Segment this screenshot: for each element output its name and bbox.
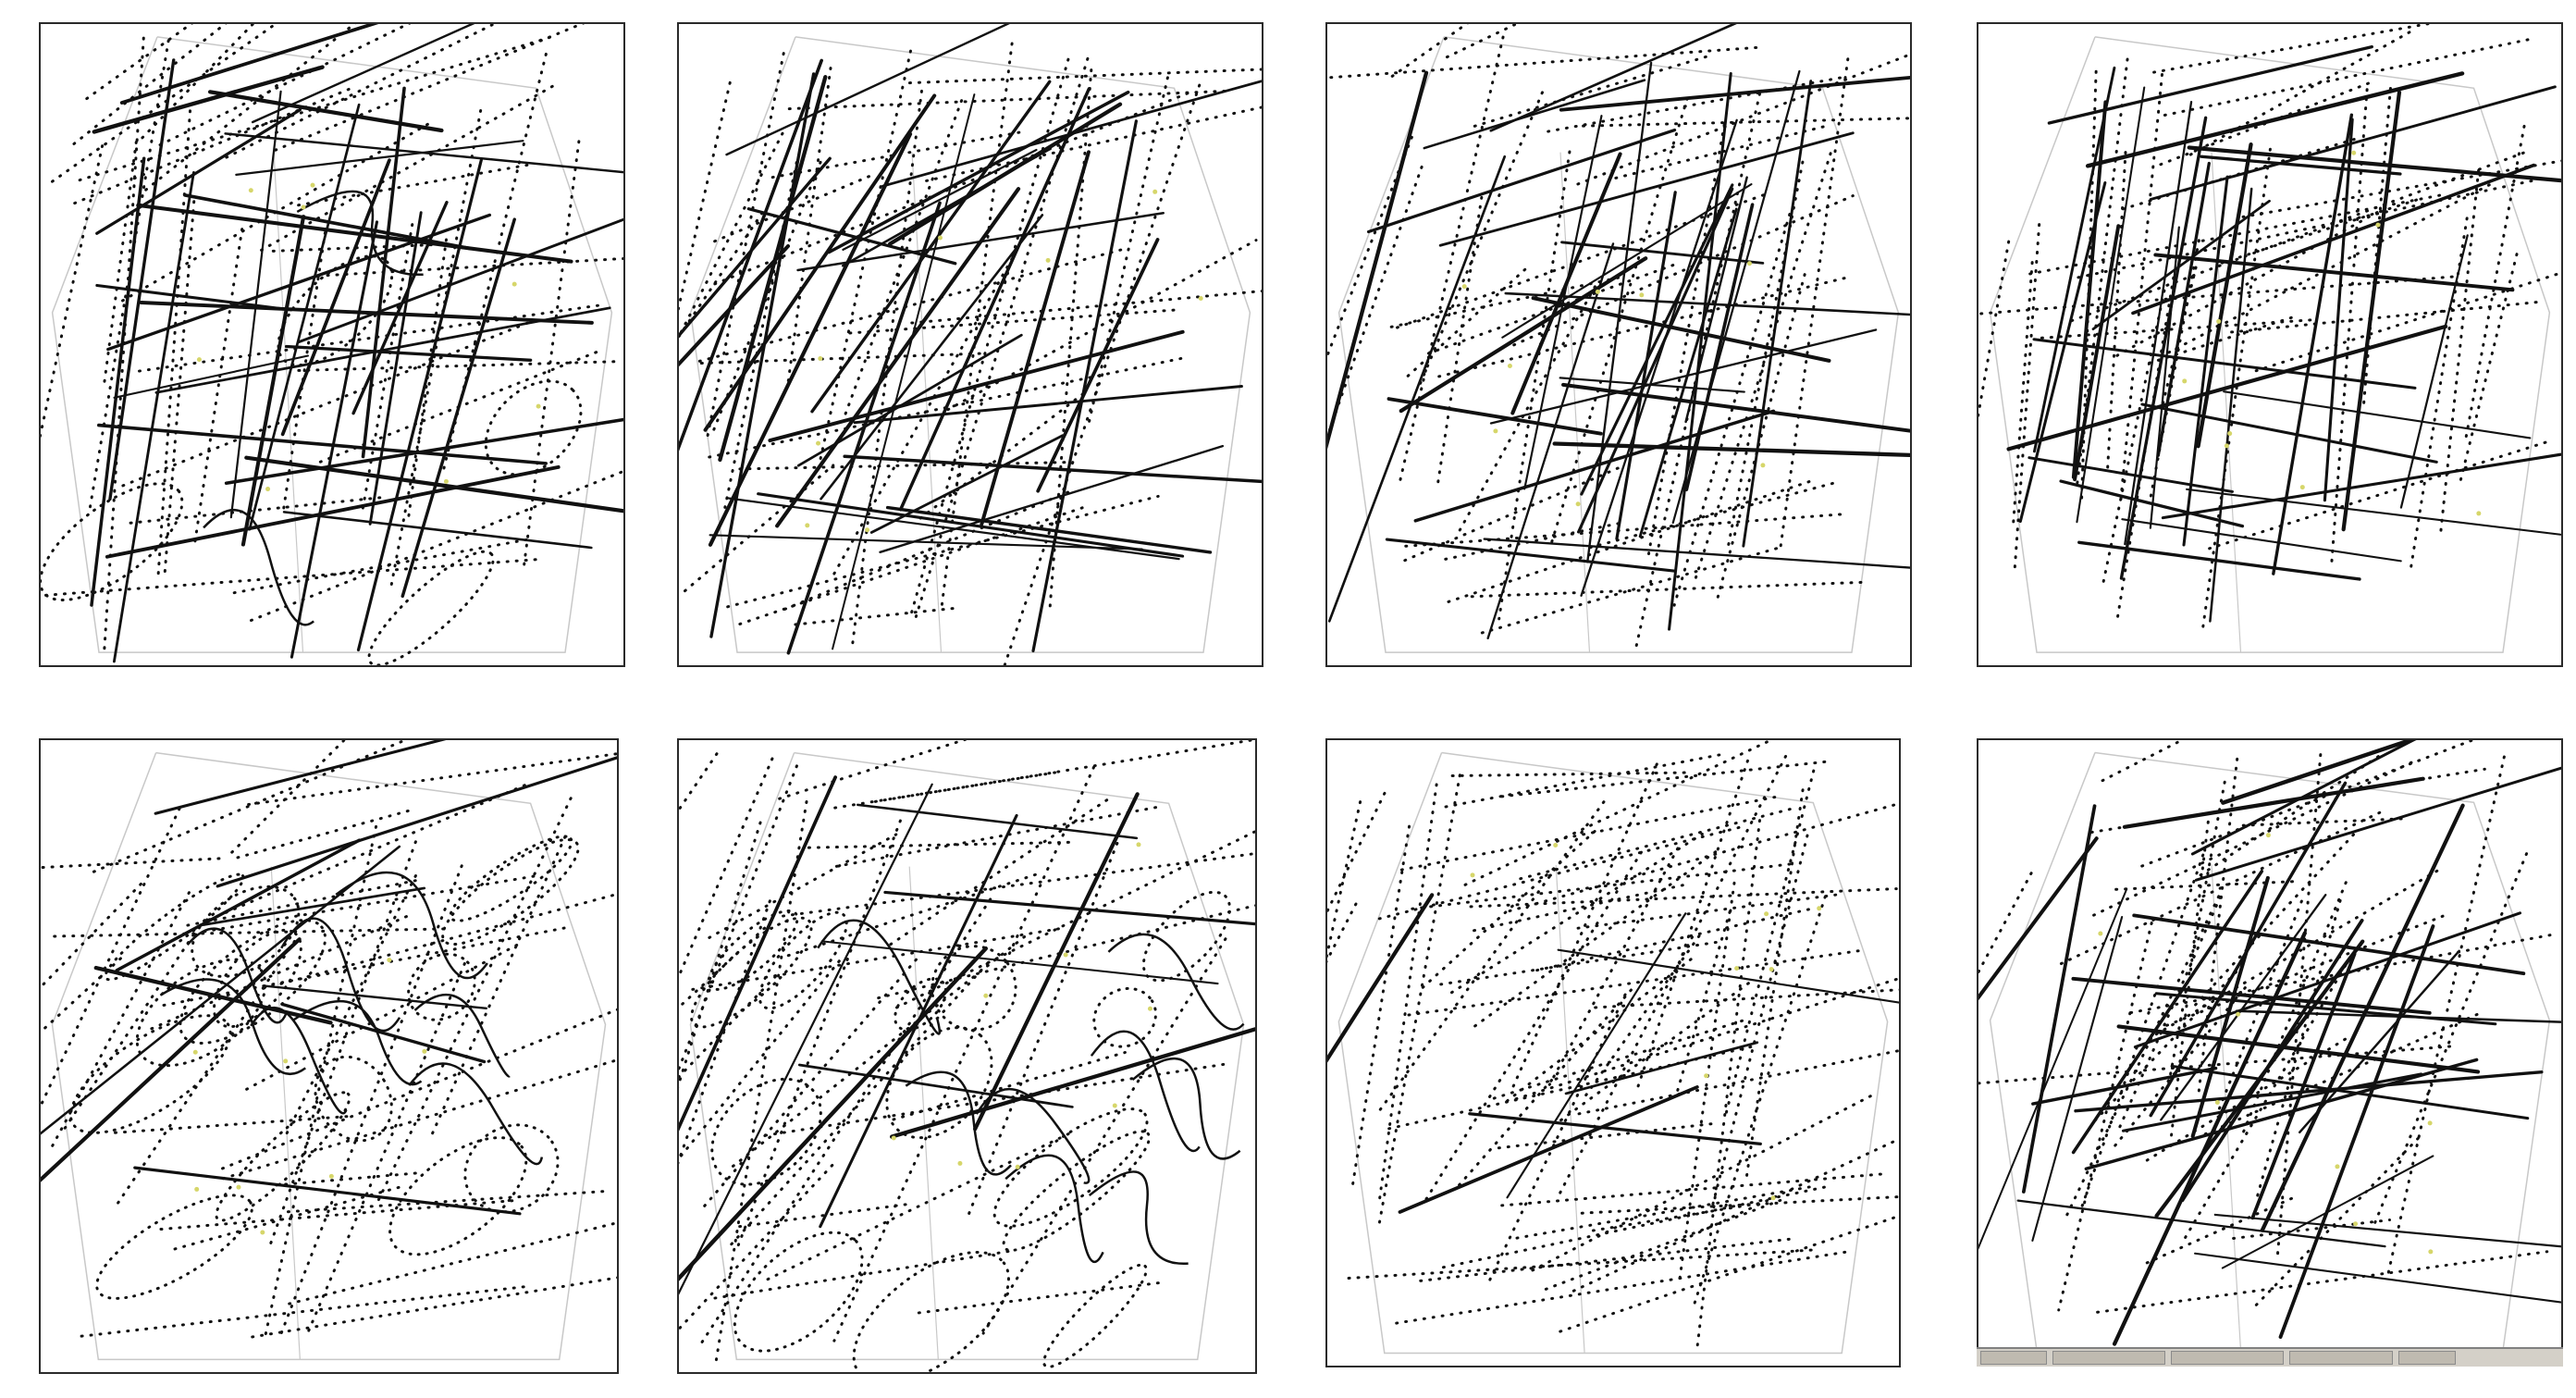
sketch-drawing-8 [1978, 740, 2561, 1352]
taskbar-button[interactable] [2398, 1351, 2456, 1365]
taskbar-button[interactable] [2171, 1351, 2284, 1365]
sketch-drawing-5 [41, 740, 617, 1361]
sketch-panel-7 [1325, 738, 1901, 1367]
sketch-panel-1 [39, 22, 625, 667]
taskbar-button[interactable] [2052, 1351, 2165, 1365]
sketch-drawing-3 [1327, 24, 1910, 655]
sketch-drawing-6 [679, 740, 1255, 1372]
taskbar-button[interactable] [2289, 1351, 2393, 1365]
sketch-drawing-1 [41, 24, 623, 665]
taskbar-strip [1977, 1347, 2563, 1367]
sketch-panel-2 [677, 22, 1263, 667]
sketch-panel-4 [1977, 22, 2563, 667]
sketch-panel-3 [1325, 22, 1912, 667]
sketch-panel-8 [1977, 738, 2563, 1365]
sketch-panel-5 [39, 738, 619, 1374]
sketch-drawing-7 [1327, 740, 1899, 1355]
sketch-panel-6 [677, 738, 1257, 1374]
sketch-drawing-4 [1978, 24, 2561, 653]
taskbar-button[interactable] [1980, 1351, 2047, 1365]
sketch-drawing-2 [679, 24, 1262, 665]
